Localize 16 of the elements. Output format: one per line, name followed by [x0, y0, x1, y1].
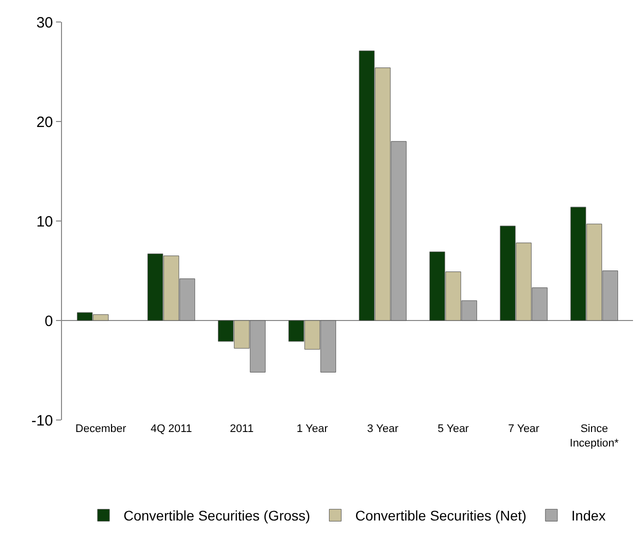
y-tick-label: -10: [31, 412, 53, 430]
legend-label: Index: [571, 508, 606, 524]
x-tick-label: 4Q 2011: [150, 423, 192, 435]
x-tick-label: 3 Year: [367, 423, 399, 435]
x-tick-label: 7 Year: [508, 423, 540, 435]
y-tick-label: 10: [36, 213, 53, 230]
legend-label: Convertible Securities (Net): [355, 508, 526, 524]
y-tick-label: 20: [36, 114, 53, 131]
x-tick-label: 2011: [230, 423, 254, 435]
y-tick-label: 0: [44, 312, 53, 330]
x-tick-label: 1 Year: [296, 423, 328, 435]
y-tick-label: 30: [36, 14, 53, 32]
legend-label: Convertible Securities (Gross): [124, 508, 310, 524]
x-tick-label: Since Inception*: [570, 423, 620, 450]
x-tick-label: December: [75, 423, 126, 435]
x-tick-label: 5 Year: [438, 423, 470, 435]
